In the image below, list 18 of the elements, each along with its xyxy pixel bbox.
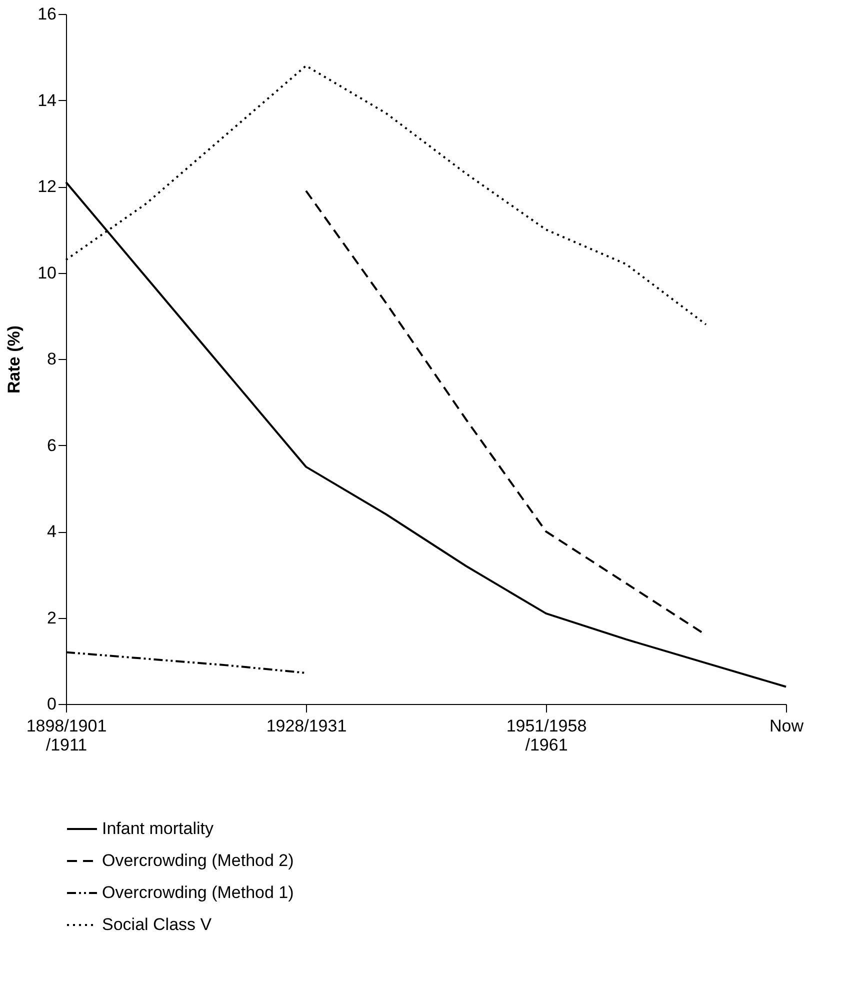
legend-label: Social Class V [102,915,212,934]
y-tick-label: 4 [47,522,56,541]
x-tick-label: 1928/1931 [266,716,347,736]
y-tick-label: 12 [38,177,56,196]
y-tick-label: 0 [47,694,56,714]
y-tick-label: 2 [47,608,56,628]
legend-label: Overcrowding (Method 2) [102,851,294,870]
legend-label: Overcrowding (Method 1) [102,883,294,902]
x-tick-label: 1951/1958 /1961 [506,716,587,754]
x-tick-label: 1898/1901 /1911 [26,716,107,754]
legend-label: Infant mortality [102,819,214,838]
y-axis-title: Rate (%) [4,325,24,394]
y-tick-label: 10 [38,263,56,282]
y-tick-label: 14 [38,90,56,110]
y-tick-label: 8 [47,350,56,368]
y-tick-label: 6 [47,436,56,455]
y-tick-label: 16 [38,4,56,24]
x-tick-label: Now [769,716,804,736]
